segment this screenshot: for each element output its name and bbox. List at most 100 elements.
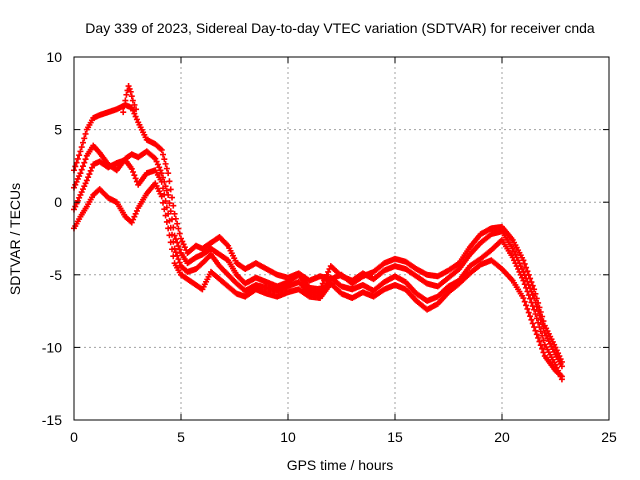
data-point bbox=[166, 200, 173, 207]
data-point bbox=[523, 264, 530, 271]
data-point bbox=[524, 305, 531, 312]
data-point bbox=[533, 331, 540, 338]
axis-ticks bbox=[73, 56, 610, 421]
data-point bbox=[175, 256, 182, 263]
data-point bbox=[179, 238, 186, 245]
x-tick-label: 10 bbox=[280, 429, 296, 445]
data-point bbox=[78, 189, 85, 196]
data-point bbox=[521, 260, 528, 267]
data-point bbox=[79, 139, 86, 146]
data-point bbox=[123, 91, 130, 98]
data-point bbox=[160, 151, 167, 158]
data-point bbox=[529, 320, 536, 327]
data-point bbox=[528, 316, 535, 323]
data-point bbox=[163, 165, 170, 172]
x-tick-label: 25 bbox=[601, 429, 617, 445]
data-point bbox=[171, 210, 178, 217]
data-point bbox=[131, 172, 138, 179]
data-point bbox=[133, 106, 140, 113]
data-point bbox=[74, 155, 81, 162]
data-point bbox=[537, 342, 544, 349]
data-point bbox=[76, 152, 83, 159]
data-point bbox=[161, 206, 168, 213]
data-point bbox=[169, 194, 176, 201]
data-point bbox=[540, 349, 547, 356]
data-point bbox=[535, 319, 542, 326]
x-tick-labels: 0 5 10 15 20 25 bbox=[70, 429, 617, 445]
series-spike-segment bbox=[120, 83, 140, 116]
data-point bbox=[126, 85, 133, 92]
data-point bbox=[170, 253, 177, 260]
data-point bbox=[79, 163, 86, 170]
data-point bbox=[127, 88, 134, 95]
data-point bbox=[128, 165, 135, 172]
data-point bbox=[121, 103, 128, 110]
series-track-4 bbox=[71, 180, 565, 380]
data-point bbox=[166, 232, 173, 239]
data-point bbox=[536, 338, 543, 345]
data-point bbox=[72, 203, 79, 210]
data-point bbox=[160, 185, 167, 192]
data-point bbox=[78, 166, 85, 173]
data-point bbox=[525, 292, 532, 299]
data-point bbox=[83, 177, 90, 184]
data-point bbox=[74, 175, 81, 182]
x-axis-label: GPS time / hours bbox=[287, 457, 394, 473]
data-point bbox=[133, 116, 140, 123]
data-point bbox=[165, 170, 172, 177]
data-point bbox=[175, 225, 182, 232]
data-point bbox=[523, 302, 530, 309]
data-point bbox=[163, 187, 170, 194]
data-point bbox=[86, 171, 93, 178]
y-tick-label: -15 bbox=[42, 412, 62, 428]
data-point bbox=[161, 156, 168, 163]
data-point bbox=[81, 159, 88, 166]
data-point bbox=[529, 303, 536, 310]
data-point bbox=[176, 246, 183, 253]
series-track-3 bbox=[71, 157, 565, 383]
plot-frame bbox=[73, 56, 610, 421]
data-point bbox=[154, 161, 161, 168]
data-point bbox=[85, 174, 92, 181]
y-tick-label: 5 bbox=[54, 122, 62, 138]
data-point bbox=[158, 170, 165, 177]
data-point bbox=[181, 244, 188, 251]
data-point bbox=[158, 146, 165, 153]
data-point bbox=[520, 295, 527, 302]
data-point bbox=[73, 159, 80, 166]
data-point bbox=[160, 199, 167, 206]
data-point bbox=[166, 178, 173, 185]
data-point bbox=[524, 288, 531, 295]
y-tick-label: -10 bbox=[42, 339, 62, 355]
data-point bbox=[520, 257, 527, 264]
data-point bbox=[169, 246, 176, 253]
data-point bbox=[165, 225, 172, 232]
data-point bbox=[174, 239, 181, 246]
data-point bbox=[540, 337, 547, 344]
data-point bbox=[178, 235, 184, 242]
data-point bbox=[77, 191, 84, 198]
data-point bbox=[520, 277, 527, 284]
grid-lines bbox=[74, 57, 609, 420]
data-point bbox=[539, 345, 546, 352]
y-axis-label: SDTVAR / TECUs bbox=[7, 183, 23, 295]
data-point bbox=[531, 324, 538, 331]
data-point bbox=[523, 284, 530, 291]
data-points-layer bbox=[71, 83, 565, 383]
data-point bbox=[527, 313, 534, 320]
data-point bbox=[527, 295, 534, 302]
data-point bbox=[174, 220, 181, 227]
data-point bbox=[88, 164, 95, 171]
data-point bbox=[125, 83, 132, 90]
data-point bbox=[532, 327, 539, 334]
data-point bbox=[170, 202, 177, 209]
data-point bbox=[132, 175, 139, 182]
x-tick-label: 0 bbox=[70, 429, 78, 445]
data-point bbox=[120, 109, 127, 116]
data-point bbox=[72, 181, 79, 188]
data-point bbox=[558, 373, 565, 380]
data-point bbox=[81, 135, 88, 142]
data-point bbox=[74, 197, 81, 204]
data-point bbox=[81, 183, 88, 190]
